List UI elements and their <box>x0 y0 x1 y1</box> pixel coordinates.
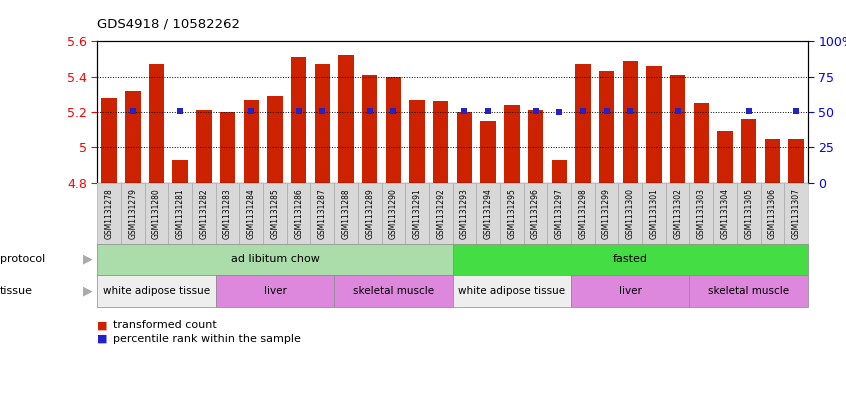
Text: ■: ■ <box>97 320 112 330</box>
Text: white adipose tissue: white adipose tissue <box>459 286 565 296</box>
Bar <box>173 160 188 183</box>
Text: GSM1131283: GSM1131283 <box>223 188 232 239</box>
Bar <box>362 75 377 183</box>
Text: GSM1131294: GSM1131294 <box>484 188 492 239</box>
Text: transformed count: transformed count <box>113 320 217 330</box>
Text: GDS4918 / 10582262: GDS4918 / 10582262 <box>97 18 240 31</box>
Text: GSM1131297: GSM1131297 <box>555 188 563 239</box>
Text: GSM1131278: GSM1131278 <box>105 188 113 239</box>
Text: ▶: ▶ <box>84 253 93 266</box>
Bar <box>741 119 756 183</box>
Text: GSM1131288: GSM1131288 <box>342 188 350 239</box>
Bar <box>409 100 425 183</box>
Text: GSM1131286: GSM1131286 <box>294 188 303 239</box>
Bar <box>196 110 212 183</box>
Bar <box>149 64 164 183</box>
Text: GSM1131299: GSM1131299 <box>602 188 611 239</box>
Text: GSM1131301: GSM1131301 <box>650 188 658 239</box>
Bar <box>694 103 709 183</box>
Text: GSM1131307: GSM1131307 <box>792 188 800 239</box>
Text: GSM1131300: GSM1131300 <box>626 188 634 239</box>
Text: GSM1131287: GSM1131287 <box>318 188 327 239</box>
Text: liver: liver <box>263 286 287 296</box>
Text: GSM1131303: GSM1131303 <box>697 188 706 239</box>
Bar <box>528 110 543 183</box>
Bar <box>125 91 140 183</box>
Bar <box>623 61 638 183</box>
Text: GSM1131292: GSM1131292 <box>437 188 445 239</box>
Bar <box>291 57 306 183</box>
Bar <box>717 131 733 183</box>
Text: GSM1131282: GSM1131282 <box>200 188 208 239</box>
Text: skeletal muscle: skeletal muscle <box>353 286 434 296</box>
Bar <box>646 66 662 183</box>
Text: white adipose tissue: white adipose tissue <box>103 286 210 296</box>
Bar <box>552 160 567 183</box>
Text: GSM1131298: GSM1131298 <box>579 188 587 239</box>
Bar <box>267 96 283 183</box>
Text: ad libitum chow: ad libitum chow <box>230 254 320 264</box>
Text: percentile rank within the sample: percentile rank within the sample <box>113 334 300 344</box>
Bar <box>599 71 614 183</box>
Bar <box>457 112 472 183</box>
Bar <box>670 75 685 183</box>
Text: GSM1131279: GSM1131279 <box>129 188 137 239</box>
Bar <box>244 100 259 183</box>
Bar <box>575 64 591 183</box>
Text: GSM1131306: GSM1131306 <box>768 188 777 239</box>
Bar <box>504 105 519 183</box>
Text: GSM1131305: GSM1131305 <box>744 188 753 239</box>
Text: protocol: protocol <box>0 254 45 264</box>
Text: GSM1131280: GSM1131280 <box>152 188 161 239</box>
Text: ▶: ▶ <box>84 284 93 298</box>
Bar <box>481 121 496 183</box>
Bar <box>102 98 117 183</box>
Bar <box>765 138 780 183</box>
Text: skeletal muscle: skeletal muscle <box>708 286 789 296</box>
Text: tissue: tissue <box>0 286 33 296</box>
Text: ■: ■ <box>97 334 112 344</box>
Text: GSM1131296: GSM1131296 <box>531 188 540 239</box>
Bar <box>433 101 448 183</box>
Text: GSM1131284: GSM1131284 <box>247 188 255 239</box>
Bar <box>386 77 401 183</box>
Bar <box>338 55 354 183</box>
Bar <box>315 64 330 183</box>
Text: GSM1131285: GSM1131285 <box>271 188 279 239</box>
Text: fasted: fasted <box>613 254 648 264</box>
Text: GSM1131293: GSM1131293 <box>460 188 469 239</box>
Bar <box>220 112 235 183</box>
Text: liver: liver <box>618 286 642 296</box>
Bar <box>788 138 804 183</box>
Text: GSM1131281: GSM1131281 <box>176 188 184 239</box>
Text: GSM1131302: GSM1131302 <box>673 188 682 239</box>
Text: GSM1131304: GSM1131304 <box>721 188 729 239</box>
Text: GSM1131291: GSM1131291 <box>413 188 421 239</box>
Text: GSM1131295: GSM1131295 <box>508 188 516 239</box>
Text: GSM1131290: GSM1131290 <box>389 188 398 239</box>
Text: GSM1131289: GSM1131289 <box>365 188 374 239</box>
